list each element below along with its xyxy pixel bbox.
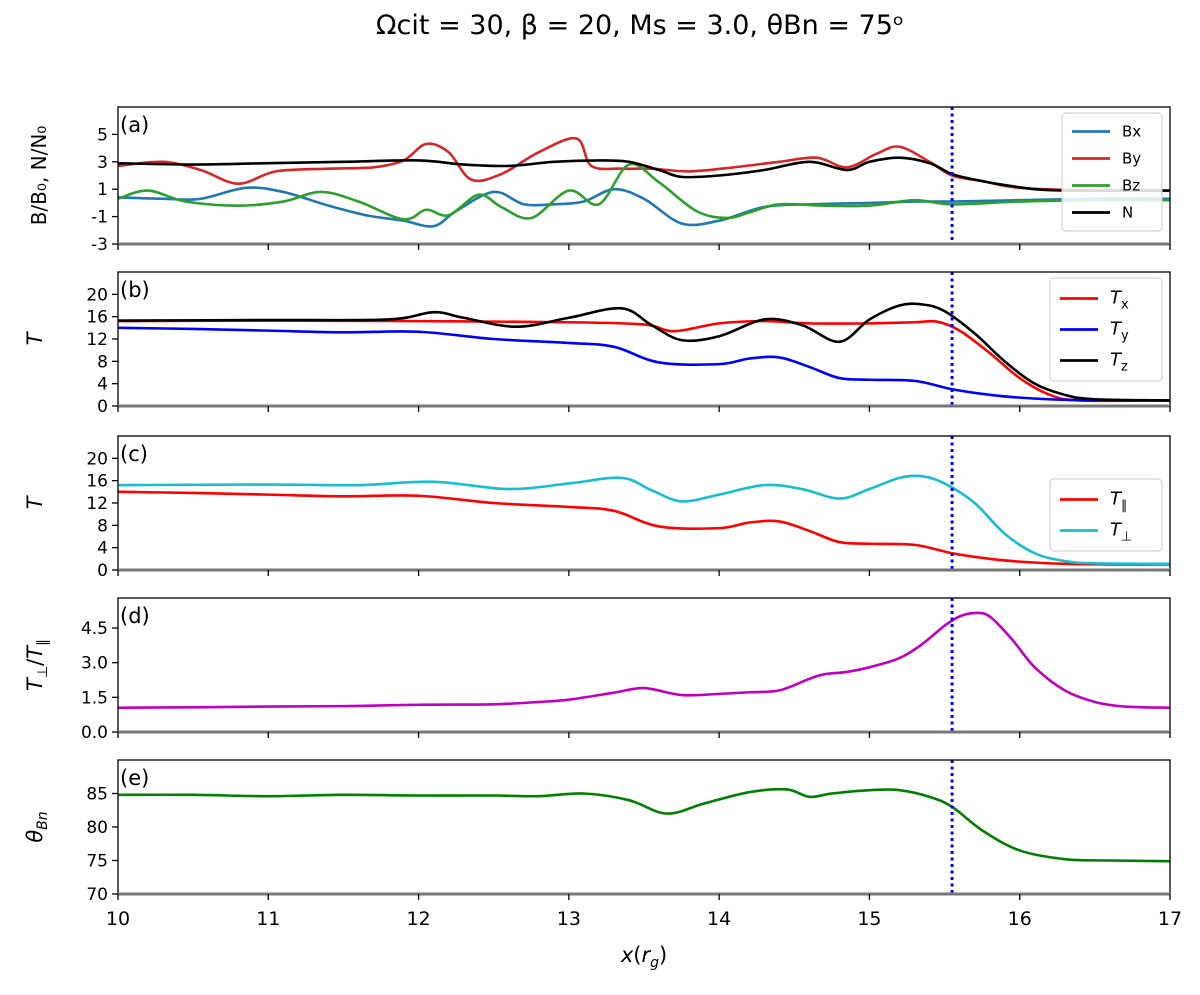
legend-box bbox=[1061, 112, 1163, 232]
ytick-label: 4.5 bbox=[81, 619, 108, 639]
xtick-label: 12 bbox=[406, 908, 430, 930]
series-line-Ty-b bbox=[118, 326, 1170, 402]
ytick-label: 16 bbox=[86, 308, 108, 328]
series-line-line-d bbox=[118, 611, 1170, 710]
series-line-Bx-a bbox=[118, 186, 1170, 228]
panel-tag: (c) bbox=[120, 442, 148, 466]
ytick-label: 3.0 bbox=[81, 654, 108, 674]
axes-frame bbox=[117, 759, 1171, 895]
legend-label: N bbox=[1122, 204, 1133, 222]
legend-label: Bz bbox=[1122, 177, 1140, 195]
legend-label: Ty bbox=[1110, 319, 1129, 344]
series-line-line-e bbox=[118, 787, 1170, 863]
series-line-T-c bbox=[118, 490, 1170, 566]
panel-tag: (a) bbox=[120, 113, 149, 137]
ylabel: T bbox=[23, 330, 47, 345]
xtick-label: 10 bbox=[106, 908, 130, 930]
ytick-label: 1.5 bbox=[81, 688, 108, 708]
ytick-label: 85 bbox=[86, 785, 108, 805]
legend-label: Tz bbox=[1110, 350, 1128, 375]
series-line-Tx-b bbox=[118, 319, 1170, 403]
axes-frame bbox=[117, 597, 1171, 733]
ytick-label: 75 bbox=[86, 852, 108, 872]
ylabel: T bbox=[23, 494, 47, 509]
legend: Bx By Bz N bbox=[1061, 112, 1163, 232]
ytick-label: -1 bbox=[91, 208, 108, 228]
legend-label: T∥ bbox=[1110, 489, 1128, 514]
panel-a: -3 -1 1 3 5 (a) B/B₀, N/N₀ Bx By Bz N bbox=[27, 106, 1171, 255]
xtick-label: 15 bbox=[857, 908, 881, 930]
legend-box bbox=[1049, 277, 1163, 382]
legend-label: Tx bbox=[1110, 288, 1129, 313]
ytick-label: 4 bbox=[97, 375, 108, 395]
legend-label: T⊥ bbox=[1110, 520, 1132, 545]
legend-label: By bbox=[1122, 150, 1141, 168]
ytick-label: 20 bbox=[86, 449, 108, 469]
ytick-label: 12 bbox=[86, 330, 108, 350]
panel-d: 0.0 1.5 3.0 4.5 (d) T⊥/T∥ bbox=[23, 597, 1171, 743]
panel-tag: (d) bbox=[120, 604, 150, 628]
figure-title: Ωcit = 30, β = 20, Ms = 3.0, θBn = 75ᵒ bbox=[376, 10, 904, 41]
ytick-label: 0.0 bbox=[81, 723, 108, 743]
panel-tag: (b) bbox=[120, 278, 150, 302]
ytick-label: 12 bbox=[86, 494, 108, 514]
ytick-label: 8 bbox=[97, 516, 108, 536]
ylabel: θBn bbox=[23, 811, 51, 842]
legend-label: Bx bbox=[1122, 123, 1141, 141]
legend: T∥ T⊥ bbox=[1049, 478, 1163, 552]
axes-frame bbox=[117, 106, 1171, 245]
axes-frame bbox=[117, 271, 1171, 407]
ytick-label: 1 bbox=[97, 180, 108, 200]
xtick-label: 11 bbox=[256, 908, 280, 930]
ylabel: B/B₀, N/N₀ bbox=[27, 126, 51, 226]
ytick-label: 3 bbox=[97, 153, 108, 173]
ytick-label: 4 bbox=[97, 539, 108, 559]
panel-e: 70 75 80 85 10 11 12 13 14 15 16 17 (e) θBn x(rg) bbox=[23, 759, 1182, 971]
xtick-label: 13 bbox=[557, 908, 581, 930]
series-line-Tz-b bbox=[118, 302, 1170, 402]
ytick-label: 0 bbox=[97, 561, 108, 581]
ytick-label: -3 bbox=[91, 235, 108, 255]
ytick-label: 80 bbox=[86, 818, 108, 838]
ytick-label: 8 bbox=[97, 352, 108, 372]
series-line-Bz-a bbox=[118, 162, 1170, 221]
ytick-label: 0 bbox=[97, 397, 108, 417]
ytick-label: 20 bbox=[86, 285, 108, 305]
ytick-label: 5 bbox=[97, 125, 108, 145]
xtick-label: 16 bbox=[1008, 908, 1032, 930]
axes-frame bbox=[117, 435, 1171, 571]
ytick-label: 16 bbox=[86, 472, 108, 492]
xlabel: x(rg) bbox=[620, 943, 667, 971]
legend-box bbox=[1049, 478, 1163, 552]
ylabel: T⊥/T∥ bbox=[23, 639, 51, 691]
series-line-N-a bbox=[118, 156, 1170, 192]
panel-tag: (e) bbox=[120, 766, 149, 790]
xtick-label: 14 bbox=[707, 908, 731, 930]
legend: Tx Ty Tz bbox=[1049, 277, 1163, 382]
xtick-label: 17 bbox=[1158, 908, 1182, 930]
series-line-T-c bbox=[118, 474, 1170, 566]
ytick-label: 70 bbox=[86, 885, 108, 905]
